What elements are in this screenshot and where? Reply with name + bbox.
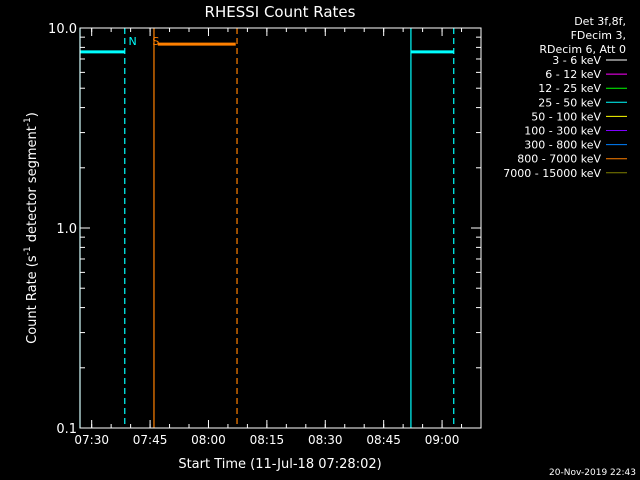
legend: Det 3f,8f,FDecim 3,RDecim 6, Att 03 - 6 … <box>503 15 627 180</box>
legend-label-2: 12 - 25 keV <box>538 82 601 95</box>
legend-header-1: FDecim 3, <box>571 29 626 42</box>
annotation-n: N <box>128 35 136 48</box>
legend-header-2: RDecim 6, Att 0 <box>539 43 626 56</box>
x-tick-label-1: 07:45 <box>133 433 168 447</box>
x-axis-label: Start Time (11-Jul-18 07:28:02) <box>178 457 381 472</box>
y-tick-label-0: 0.1 <box>56 422 77 437</box>
legend-label-4: 50 - 100 keV <box>531 110 601 123</box>
legend-header-0: Det 3f,8f, <box>574 15 626 28</box>
y-tick-label-1: 1.0 <box>56 222 77 237</box>
legend-label-7: 800 - 7000 keV <box>517 153 601 166</box>
x-tick-label-3: 08:15 <box>250 433 285 447</box>
y-axis-label-sup1: -1 <box>23 246 33 255</box>
legend-label-8: 7000 - 15000 keV <box>503 167 601 180</box>
y-axis-label-sup2: -1 <box>23 117 33 126</box>
y-tick-label-2: 10.0 <box>48 22 77 37</box>
x-tick-label-0: 07:30 <box>74 433 109 447</box>
chart-title: RHESSI Count Rates <box>205 3 356 21</box>
y-axis-label-mid: detector segment <box>25 126 40 246</box>
x-tick-label-4: 08:30 <box>308 433 343 447</box>
plot-frame <box>79 27 482 429</box>
legend-label-5: 100 - 300 keV <box>524 125 601 138</box>
y-axis-label-main: Count Rate (s <box>25 255 40 344</box>
legend-label-3: 25 - 50 keV <box>538 96 601 109</box>
footer-timestamp: 20-Nov-2019 22:43 <box>549 468 636 478</box>
y-axis: 0.1 1.0 10.0 <box>48 22 481 437</box>
annotation-s: S <box>152 35 159 48</box>
legend-label-6: 300 - 800 keV <box>524 139 601 152</box>
x-axis: 07:30 07:45 08:00 08:15 08:30 08:45 09:00 <box>74 28 482 447</box>
legend-label-0: 3 - 6 keV <box>552 54 601 67</box>
legend-label-1: 6 - 12 keV <box>545 68 601 81</box>
x-tick-label-5: 08:45 <box>366 433 401 447</box>
x-tick-label-2: 08:00 <box>191 433 226 447</box>
x-tick-label-6: 09:00 <box>425 433 460 447</box>
y-axis-label: Count Rate (s-1 detector segment-1) <box>23 112 40 344</box>
y-axis-label-end: ) <box>25 112 40 117</box>
